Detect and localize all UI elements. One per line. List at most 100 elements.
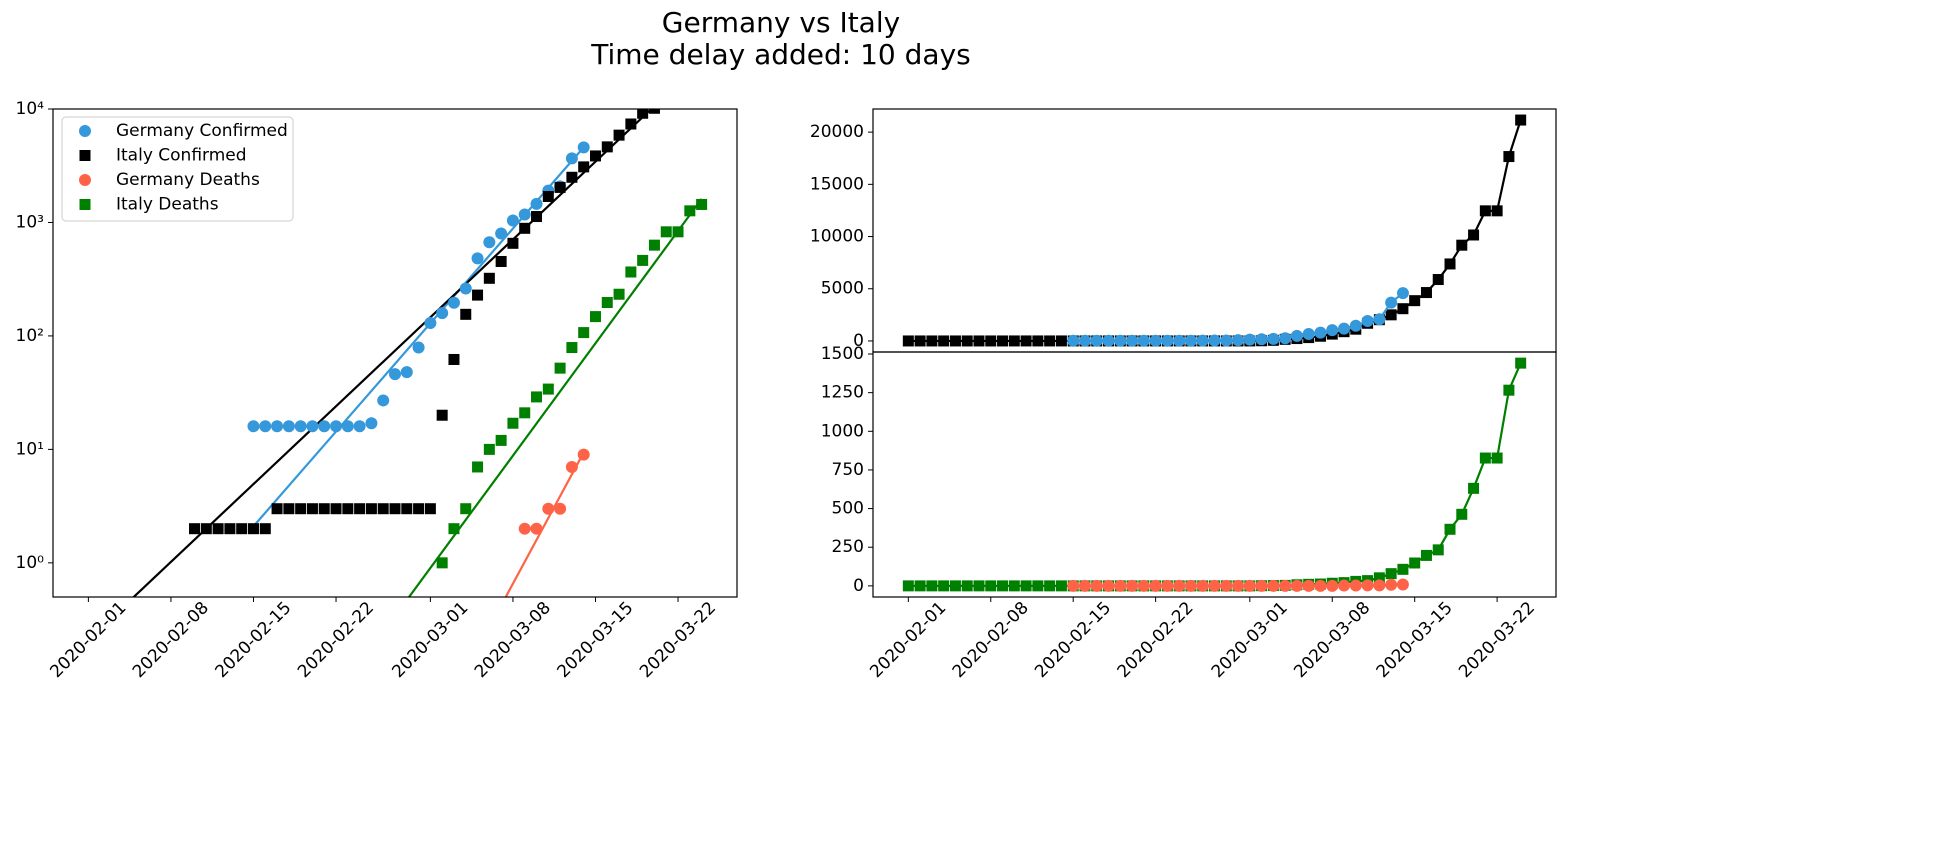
- marker-circle: [330, 420, 343, 433]
- y-tick-label: 500: [832, 499, 864, 519]
- marker-square: [1055, 580, 1067, 592]
- marker-square: [938, 335, 950, 347]
- marker-circle: [1232, 579, 1245, 592]
- marker-circle: [1385, 578, 1398, 591]
- y-tick-label: 750: [832, 460, 864, 480]
- marker-square: [902, 580, 914, 592]
- marker-square: [460, 308, 472, 320]
- marker-square: [578, 161, 590, 173]
- marker-square: [519, 407, 531, 419]
- marker-square: [483, 443, 495, 455]
- marker-square: [578, 327, 590, 339]
- marker-square: [672, 226, 684, 238]
- marker-circle: [530, 522, 543, 535]
- marker-square: [365, 503, 377, 515]
- marker-circle: [447, 296, 460, 309]
- marker-circle: [554, 502, 567, 515]
- marker-circle: [1149, 334, 1162, 347]
- marker-circle: [1302, 579, 1315, 592]
- legend-label: Italy Deaths: [116, 195, 219, 215]
- marker-circle: [1173, 579, 1186, 592]
- marker-circle: [1267, 332, 1280, 345]
- marker-square: [224, 523, 236, 535]
- marker-square: [448, 353, 460, 365]
- marker-circle: [1114, 334, 1127, 347]
- plot-area: [902, 357, 1527, 592]
- plot-area: [132, 109, 708, 597]
- marker-circle: [565, 152, 578, 165]
- y-tick-label: 0: [853, 576, 864, 596]
- marker-square: [648, 109, 660, 114]
- marker-square: [542, 383, 554, 395]
- marker-circle: [1078, 334, 1091, 347]
- marker-circle: [377, 394, 390, 407]
- x-tick-label: 2020-02-08: [949, 598, 1033, 682]
- marker-circle: [1196, 579, 1209, 592]
- marker-circle: [1184, 334, 1197, 347]
- marker-square: [1409, 295, 1421, 307]
- marker-circle: [247, 420, 260, 433]
- marker-square: [1420, 287, 1432, 299]
- marker-square: [1420, 549, 1432, 561]
- marker-circle: [294, 420, 307, 433]
- marker-square: [247, 523, 259, 535]
- marker-square: [495, 255, 507, 267]
- marker-square: [342, 503, 354, 515]
- marker-square: [1055, 335, 1067, 347]
- marker-circle: [1114, 579, 1127, 592]
- marker-square: [914, 580, 926, 592]
- marker-square: [1032, 580, 1044, 592]
- x-tick-label: 2020-02-22: [294, 598, 378, 682]
- marker-square: [926, 580, 938, 592]
- marker-circle: [1196, 334, 1209, 347]
- y-tick-label: 1000: [821, 421, 864, 441]
- marker-circle: [1314, 326, 1327, 339]
- marker-square: [1468, 229, 1480, 241]
- y-tick-label: 10⁴: [16, 99, 45, 119]
- marker-square: [436, 557, 448, 569]
- marker-square: [283, 503, 295, 515]
- marker-square: [79, 199, 91, 210]
- marker-circle: [1396, 578, 1409, 591]
- marker-square: [1444, 523, 1456, 535]
- marker-square: [601, 297, 613, 309]
- y-tick-label: 5000: [821, 279, 864, 299]
- marker-square: [507, 237, 519, 249]
- marker-square: [448, 523, 460, 535]
- marker-circle: [518, 522, 531, 535]
- marker-square: [660, 226, 672, 238]
- fit-line: [407, 198, 703, 597]
- marker-circle: [1090, 579, 1103, 592]
- marker-square: [542, 190, 554, 202]
- legend-label: Germany Deaths: [116, 170, 260, 190]
- marker-square: [637, 109, 649, 119]
- marker-square: [625, 118, 637, 130]
- marker-square: [507, 417, 519, 429]
- marker-square: [1491, 205, 1503, 217]
- marker-circle: [1302, 327, 1315, 340]
- marker-square: [973, 335, 985, 347]
- marker-circle: [1290, 579, 1303, 592]
- marker-circle: [341, 420, 354, 433]
- marker-circle: [1255, 579, 1268, 592]
- marker-square: [997, 335, 1009, 347]
- axes-frame: [872, 108, 1557, 353]
- marker-square: [1456, 239, 1468, 251]
- marker-circle: [1255, 333, 1268, 346]
- marker-circle: [483, 236, 496, 249]
- marker-circle: [1267, 579, 1280, 592]
- marker-circle: [1290, 329, 1303, 342]
- marker-square: [200, 523, 212, 535]
- marker-circle: [424, 316, 437, 329]
- marker-circle: [1184, 579, 1197, 592]
- marker-square: [1515, 357, 1527, 369]
- marker-circle: [1373, 579, 1386, 592]
- marker-square: [926, 335, 938, 347]
- marker-circle: [1067, 579, 1080, 592]
- marker-circle: [542, 502, 555, 515]
- marker-circle: [389, 368, 401, 381]
- marker-square: [436, 409, 448, 421]
- marker-square: [424, 503, 436, 515]
- marker-square: [554, 181, 566, 193]
- marker-square: [519, 222, 531, 234]
